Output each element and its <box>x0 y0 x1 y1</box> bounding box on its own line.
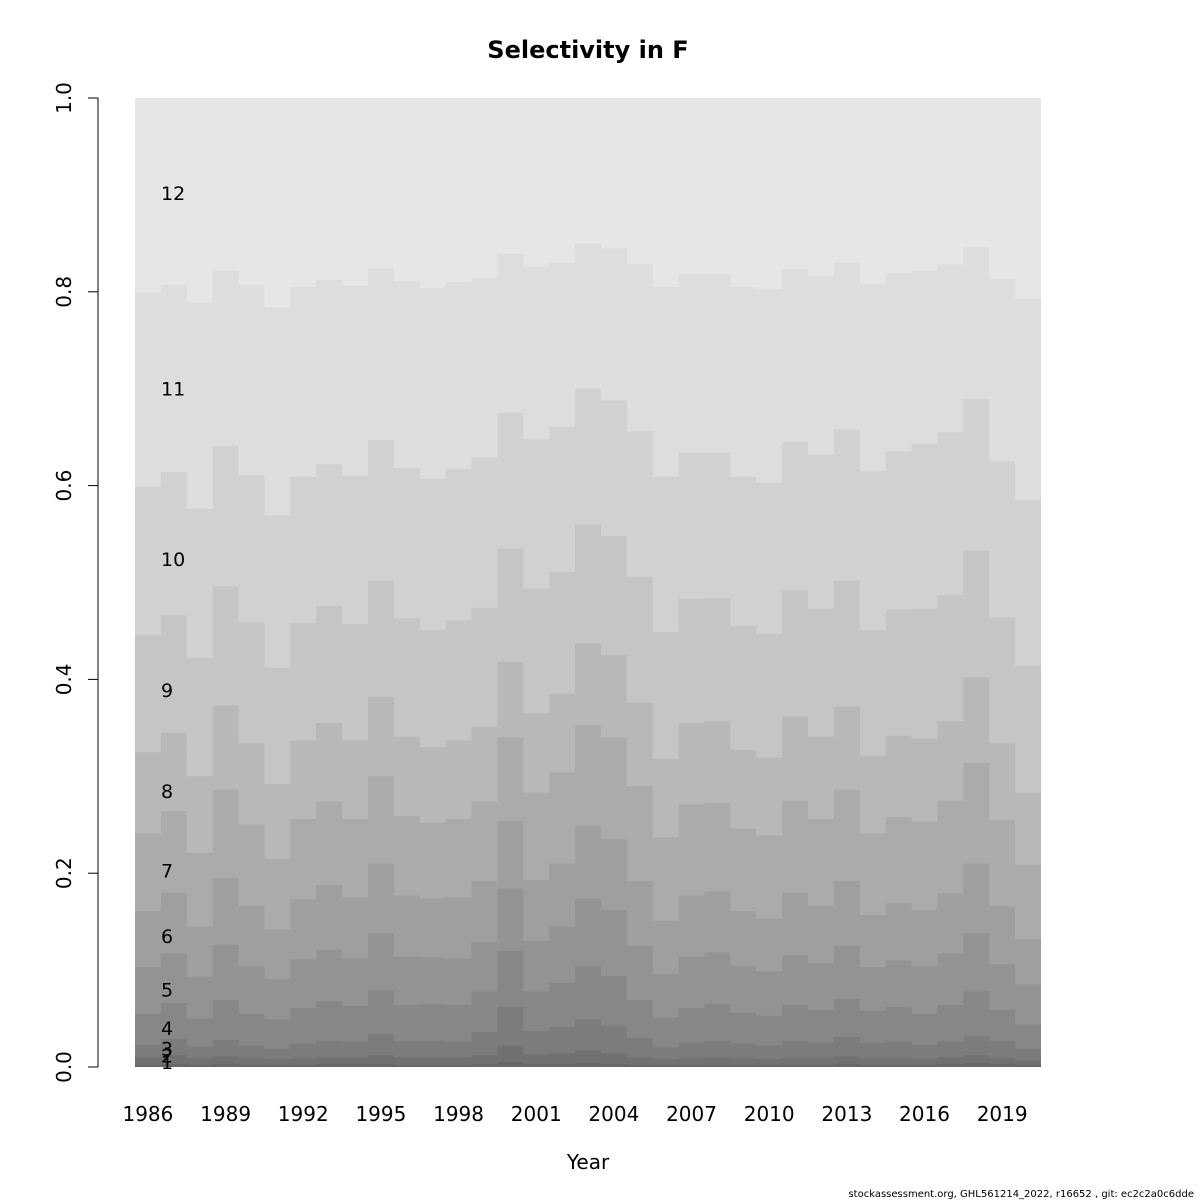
x-axis-label: Year <box>566 1150 610 1174</box>
y-tick-label: 0.0 <box>52 1051 76 1083</box>
age-label-10: 10 <box>161 549 185 571</box>
x-axis: 1986 1989 1992 1995 1998 2001 2004 2007 2010 2013… <box>122 1102 1027 1126</box>
layer-age-4 <box>135 950 1041 1067</box>
x-tick-label: 2013 <box>821 1102 872 1126</box>
age-label-1: 1 <box>161 1052 173 1074</box>
x-tick-label: 2016 <box>899 1102 950 1126</box>
y-tick-label: 0.8 <box>52 276 76 308</box>
y-tick-label: 1.0 <box>52 82 76 114</box>
y-axis: 0.0 0.2 0.4 0.6 0.8 1.0 <box>52 82 99 1083</box>
x-tick-label: 2001 <box>511 1102 562 1126</box>
y-tick-label: 0.6 <box>52 470 76 502</box>
x-tick-label: 2019 <box>977 1102 1028 1126</box>
x-tick-label: 2007 <box>666 1102 717 1126</box>
layer-age-2 <box>135 1045 1041 1067</box>
age-label-4: 4 <box>161 1018 173 1040</box>
y-tick-label: 0.4 <box>52 663 76 695</box>
y-tick-label: 0.2 <box>52 857 76 889</box>
footer-text: stockassessment.org, GHL561214_2022, r16… <box>848 1189 1194 1200</box>
age-label-2: 2 <box>161 1045 173 1067</box>
chart-title: Selectivity in F <box>487 36 688 64</box>
x-tick-label: 1986 <box>122 1102 173 1126</box>
layer-age-3 <box>135 1006 1041 1067</box>
age-label-8: 8 <box>161 781 173 803</box>
age-label-7: 7 <box>161 860 173 882</box>
age-label-12: 12 <box>161 183 185 205</box>
x-tick-label: 1989 <box>200 1102 251 1126</box>
age-label-5: 5 <box>161 979 173 1001</box>
x-tick-label: 1998 <box>433 1102 484 1126</box>
age-label-11: 11 <box>161 379 185 401</box>
x-tick-label: 1995 <box>355 1102 406 1126</box>
age-label-6: 6 <box>161 926 173 948</box>
layer-age-1 <box>135 1062 1041 1067</box>
age-label-9: 9 <box>161 680 173 702</box>
x-tick-label: 2004 <box>588 1102 639 1126</box>
age-label-3: 3 <box>161 1039 173 1061</box>
x-tick-label: 1992 <box>278 1102 329 1126</box>
stacked-layers <box>135 98 1041 1068</box>
x-tick-label: 2010 <box>744 1102 795 1126</box>
